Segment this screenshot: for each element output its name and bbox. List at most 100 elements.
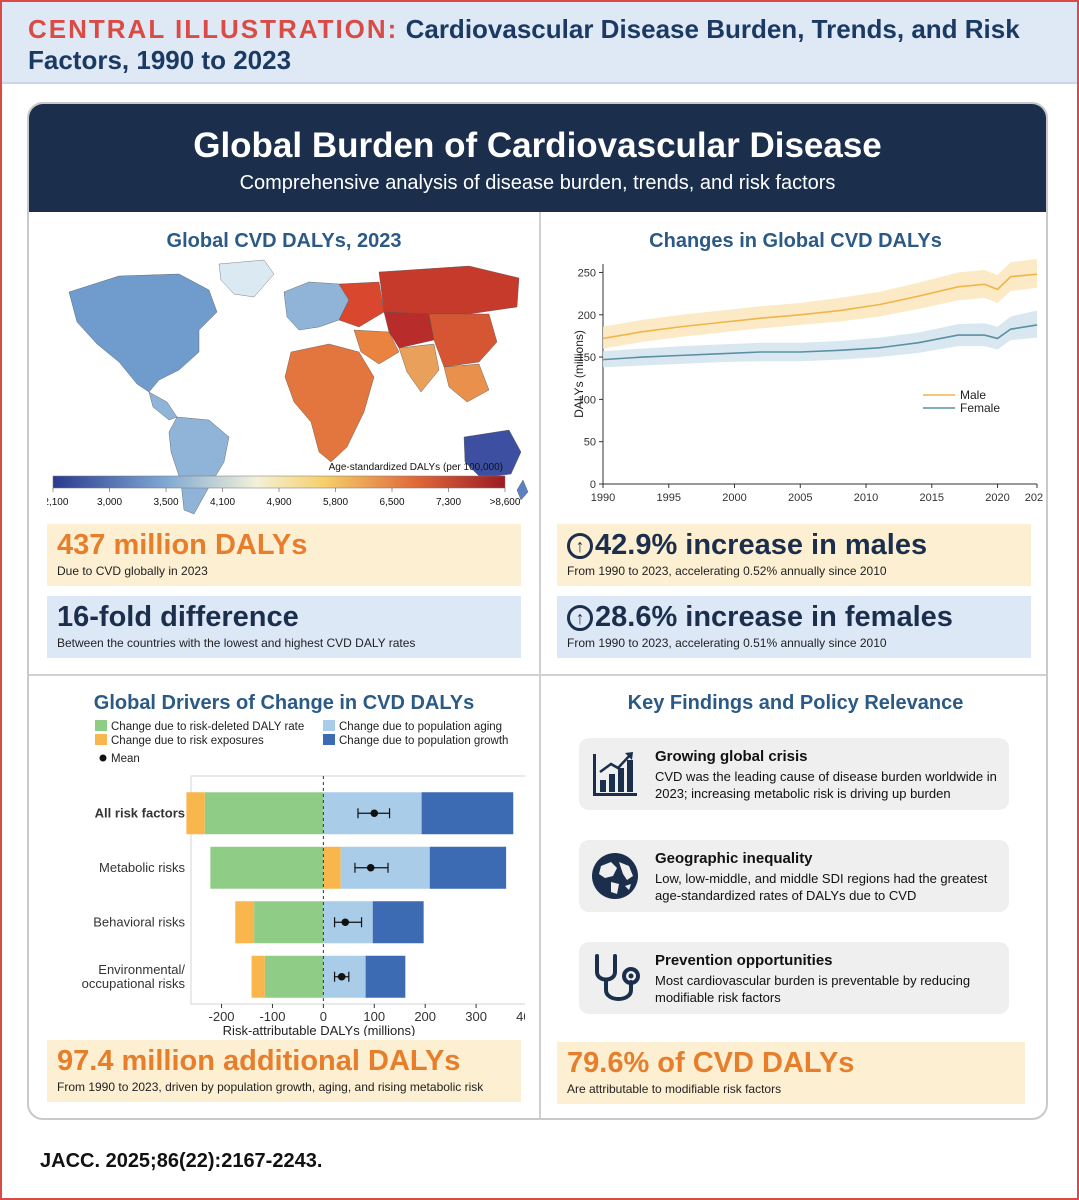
figure-title-text: Cardiovascular Disease Burden, Trends, a… — [28, 14, 1020, 75]
banner-subtitle: Comprehensive analysis of disease burden… — [239, 172, 836, 194]
legend-label: Change due to risk-deleted DALY rate — [111, 721, 304, 733]
x-tick-label: -100 — [259, 1009, 285, 1024]
vertical-divider — [539, 212, 541, 1118]
bar-segment — [323, 846, 341, 889]
bar-segment — [254, 901, 324, 944]
female-increase-text: 28.6% increase in females — [595, 601, 953, 633]
finding-text: Low, low-middle, and middle SDI regions … — [655, 871, 988, 903]
drivers-bar-chart: Change due to risk-deleted DALY rate Chan… — [82, 720, 525, 1036]
finding-title: Geographic inequality — [655, 850, 813, 867]
mean-dot — [337, 972, 346, 981]
map-south-america — [168, 416, 230, 515]
stat-fold-difference-value: 16-fold difference — [57, 601, 299, 633]
legend-tick-label: <2,100 — [47, 497, 69, 508]
legend-label-male: Male — [960, 388, 986, 402]
map-section-title: Global CVD DALYs, 2023 — [166, 230, 402, 252]
mean-dot — [341, 918, 350, 927]
x-tick-label: 1995 — [657, 492, 681, 504]
x-tick-label: 2000 — [722, 492, 746, 504]
map-north-america — [68, 273, 218, 393]
globe-icon — [592, 853, 638, 899]
bar-segment — [235, 901, 255, 944]
map-south-asia — [398, 343, 440, 393]
series-line-female — [602, 324, 1038, 361]
legend-tick-label: 5,800 — [323, 497, 348, 508]
bar-segment — [372, 901, 424, 944]
x-tick-label: 2005 — [788, 492, 812, 504]
uncertainty-band-female — [603, 310, 1037, 368]
findings-section-title: Key Findings and Policy Relevance — [627, 692, 964, 714]
legend-title: Age-standardized DALYs (per 100,000) — [329, 462, 503, 473]
category-label: Metabolic risks — [99, 860, 185, 875]
y-axis-label: DALYs (millions) — [572, 330, 586, 418]
stat-male-increase-caption: From 1990 to 2023, accelerating 0.52% an… — [567, 564, 887, 578]
finding-prevention: Prevention opportunities Most cardiovasc… — [579, 942, 1009, 1014]
y-tick-label: 0 — [590, 479, 596, 491]
legend-ticks: <2,100 3,000 3,500 4,100 4,900 5,800 6,500 7,30… — [47, 488, 521, 508]
x-tick-label: 2015 — [920, 492, 944, 504]
bar-segment — [210, 846, 324, 889]
bar-segment — [186, 792, 205, 835]
finding-text: CVD was the leading cause of disease bur… — [655, 769, 997, 801]
x-tick-label: 300 — [465, 1009, 487, 1024]
citation: JACC. 2025;86(22):2167-2243. — [40, 1150, 323, 1172]
legend-swatch — [95, 720, 107, 731]
banner: Global Burden of Cardiovascular Disease … — [29, 104, 1046, 212]
map-russia — [378, 265, 520, 315]
figure-label: CENTRAL ILLUSTRATION: — [28, 14, 399, 44]
legend-mean-label: Mean — [111, 753, 140, 765]
horizontal-divider — [29, 674, 1046, 676]
legend-label: Change due to risk exposures — [111, 735, 264, 747]
arrow-up-circle-icon: ↑ — [567, 533, 593, 559]
y-tick-label: 200 — [578, 310, 596, 322]
series-line-male — [602, 273, 1038, 340]
stat-total-dalys-caption: Due to CVD globally in 2023 — [57, 564, 208, 578]
stat-fold-difference: 16-fold difference Between the countries… — [47, 596, 521, 658]
stat-female-increase: ↑ 28.6% increase in females From 1990 to … — [557, 596, 1031, 658]
bar-chart-icon — [593, 752, 637, 796]
category-label: Behavioral risks — [93, 914, 185, 929]
map-central-asia — [383, 311, 435, 349]
x-tick-label: 2020 — [985, 492, 1009, 504]
stat-attributable-caption: Are attributable to modifiable risk fact… — [567, 1082, 782, 1096]
finding-title: Growing global crisis — [655, 748, 808, 765]
map-new-zealand — [516, 479, 529, 501]
y-tick-label: 100 — [578, 394, 596, 406]
map-legend: Age-standardized DALYs (per 100,000) <2,… — [47, 462, 521, 508]
bar-segment — [421, 792, 514, 835]
main-panel: Global Burden of Cardiovascular Disease … — [27, 102, 1048, 1120]
arrow-up-circle-icon: ↑ — [567, 605, 593, 631]
stat-attributable-value: 79.6% of CVD DALYs — [567, 1047, 855, 1079]
legend-tick-label: 4,900 — [266, 497, 291, 508]
map-australia — [463, 429, 522, 479]
x-tick-label: 400 — [516, 1009, 525, 1024]
category-label: All risk factors — [95, 805, 185, 820]
map-southeast-asia — [443, 363, 490, 403]
x-tick-label: 2010 — [854, 492, 878, 504]
legend-tick-label: 6,500 — [379, 497, 404, 508]
mean-dot — [366, 863, 375, 872]
stat-additional-dalys: 97.4 million additional DALYs From 1990 … — [47, 1040, 521, 1102]
category-label: Environmental/ — [98, 962, 185, 977]
bar-segment — [429, 846, 507, 889]
stat-total-dalys-value: 437 million DALYs — [57, 529, 308, 561]
map-middle-east — [353, 329, 400, 365]
y-tick-label: 250 — [578, 267, 596, 279]
map-east-asia — [428, 313, 498, 368]
stat-additional-dalys-value: 97.4 million additional DALYs — [57, 1045, 461, 1077]
banner-title: Global Burden of Cardiovascular Disease — [193, 126, 882, 165]
y-tick-label: 50 — [584, 437, 596, 449]
figure-title: CENTRAL ILLUSTRATION: Cardiovascular Dis… — [28, 14, 1058, 76]
stat-male-increase-value: ↑ 42.9% increase in males — [567, 528, 1021, 562]
world-map — [68, 259, 529, 515]
bar-segment — [251, 955, 265, 998]
figure-header: CENTRAL ILLUSTRATION: Cardiovascular Dis… — [2, 2, 1077, 84]
x-tick-label: 0 — [320, 1009, 327, 1024]
x-tick-label: 1990 — [591, 492, 615, 504]
stat-attributable: 79.6% of CVD DALYs Are attributable to m… — [557, 1042, 1025, 1104]
legend-tick-label: >8,600 — [490, 497, 521, 508]
legend-mean-dot — [99, 754, 107, 762]
map-landmasses — [68, 259, 529, 515]
legend-label: Change due to population growth — [339, 735, 508, 747]
